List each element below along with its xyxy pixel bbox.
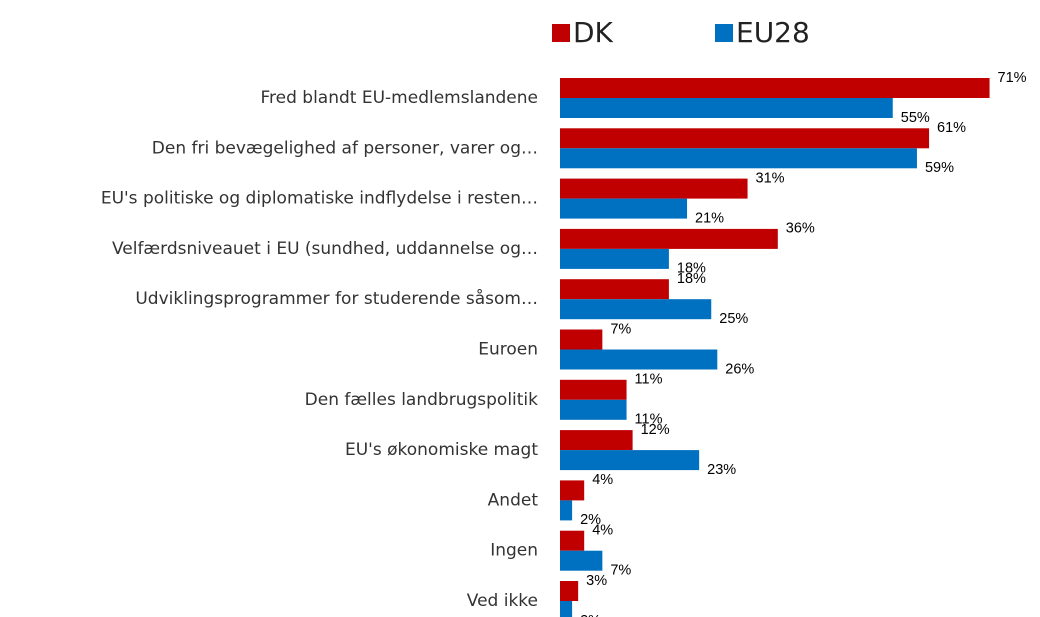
bar — [560, 430, 633, 451]
value-label: 26% — [725, 361, 754, 377]
category-label: EU's politiske og diplomatiske indflydel… — [101, 189, 538, 209]
bar — [560, 148, 917, 169]
bar — [560, 78, 990, 98]
value-label: 4% — [592, 523, 613, 539]
bar — [560, 279, 669, 300]
category-label: Velfærdsniveauet i EU (sundhed, uddannel… — [112, 239, 538, 259]
category-label: Ingen — [490, 541, 538, 561]
bar — [560, 581, 579, 601]
value-label: 7% — [610, 563, 631, 579]
value-label: 36% — [786, 221, 815, 237]
bar — [560, 98, 893, 118]
value-label: 59% — [925, 160, 954, 176]
bar — [560, 379, 627, 400]
category-label: Den fælles landbrugspolitik — [305, 390, 539, 410]
bar — [560, 178, 748, 199]
value-label: 18% — [677, 261, 706, 277]
bar — [560, 530, 585, 551]
value-label: 18% — [677, 271, 706, 287]
value-label: 21% — [695, 210, 724, 226]
value-label: 3% — [586, 573, 607, 589]
value-label: 31% — [756, 170, 785, 186]
legend-swatch — [552, 24, 570, 42]
category-label: Fred blandt EU-medlemslandene — [260, 88, 538, 108]
bar — [560, 299, 712, 320]
value-label: 12% — [641, 422, 670, 438]
value-label: 25% — [719, 311, 748, 327]
value-label: 23% — [707, 462, 736, 478]
bar — [560, 500, 573, 521]
category-label: Den fri bevægelighed af personer, varer … — [152, 138, 538, 158]
bar — [560, 550, 603, 571]
legend-label: DK — [573, 16, 614, 49]
bar — [560, 450, 700, 471]
bar — [560, 198, 688, 219]
legend-label: EU28 — [736, 16, 810, 49]
bar — [560, 329, 603, 350]
bar — [560, 601, 573, 617]
value-label: 7% — [610, 321, 631, 337]
category-label: Udviklingsprogrammer for studerende såso… — [135, 288, 538, 309]
value-label: 2% — [580, 512, 601, 528]
value-label: 4% — [592, 472, 613, 488]
legend-swatch — [715, 24, 733, 42]
bar — [560, 349, 718, 370]
value-label: 11% — [635, 372, 663, 388]
value-label: 71% — [998, 70, 1027, 86]
value-label: 2% — [580, 613, 601, 617]
value-label: 11% — [635, 412, 663, 428]
category-label: Ved ikke — [467, 591, 538, 611]
bar — [560, 228, 778, 249]
category-label: EU's økonomiske magt — [345, 440, 538, 460]
bar — [560, 480, 585, 501]
bar — [560, 399, 627, 420]
bar — [560, 128, 930, 149]
category-label: Euroen — [478, 340, 538, 360]
category-label: Andet — [488, 490, 539, 510]
bar — [560, 248, 669, 269]
value-label: 55% — [901, 110, 930, 126]
value-label: 61% — [937, 120, 966, 136]
